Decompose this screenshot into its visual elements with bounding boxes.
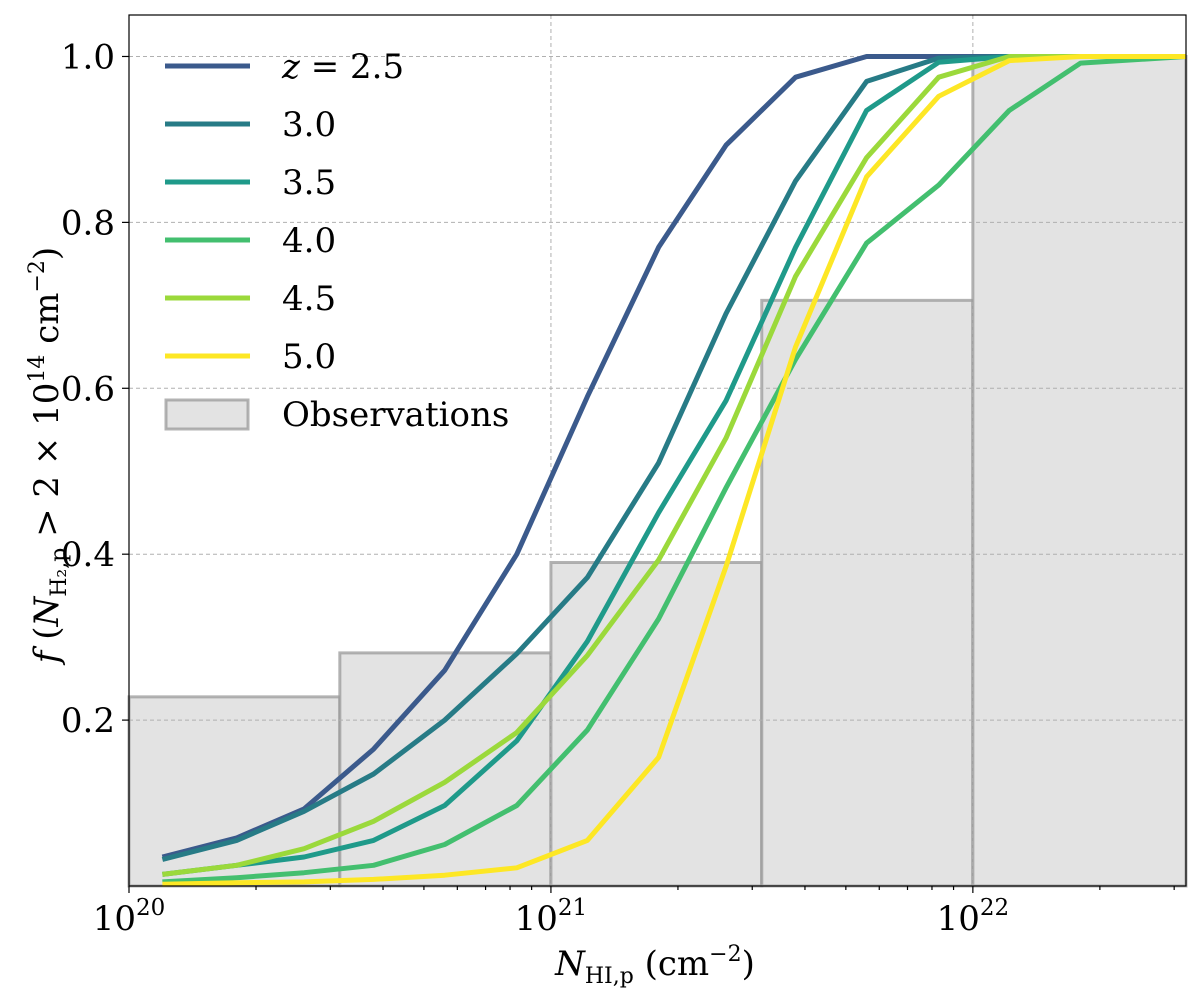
legend-label-observations: Observations [282, 395, 509, 435]
legend-label-6: 5.0 [282, 337, 336, 377]
legend-label-3: 3.5 [282, 163, 336, 203]
y-tick-label-1: 0.2 [61, 701, 115, 741]
x-tick-label-1: 1020 [93, 895, 166, 939]
series-lines [161, 54, 1187, 887]
series-line-3 [162, 54, 1186, 877]
legend-label-1: z = 2.5 [281, 47, 404, 87]
observation-bar-2 [338, 651, 553, 888]
legend-swatch-observations [164, 398, 250, 431]
legend: z = 2.5 3.0 3.5 4.0 4.5 5.0 Observations [164, 47, 509, 435]
x-axis-label: NHI,p (cm−2) [554, 942, 755, 989]
observation-bar-3 [549, 560, 764, 888]
series-line-6 [162, 54, 1186, 887]
y-tick-label-3: 0.6 [61, 369, 115, 409]
y-tick-label-2: 0.4 [61, 535, 115, 575]
series-line-4 [162, 54, 1187, 885]
x-tick-label-2: 1021 [515, 895, 588, 939]
observation-bar-4 [760, 298, 975, 888]
legend-label-2: 3.0 [282, 105, 336, 145]
legend-label-5: 4.5 [282, 279, 336, 319]
x-tick-label-3: 1022 [937, 895, 1010, 939]
observation-bar-5 [971, 54, 1188, 888]
y-axis-label: f (NH₂,p > 2 × 1014 cm−2) [25, 247, 72, 666]
plot-frame [128, 14, 1187, 887]
legend-label-4: 4.0 [282, 221, 336, 261]
series-line-5 [162, 54, 1186, 877]
y-tick-label-4: 0.8 [61, 203, 115, 243]
y-tick-label-5: 1.0 [61, 37, 115, 77]
axis-ticks: 1020 1021 1022 0.2 0.4 0.6 0.8 1.0 [61, 37, 1175, 939]
